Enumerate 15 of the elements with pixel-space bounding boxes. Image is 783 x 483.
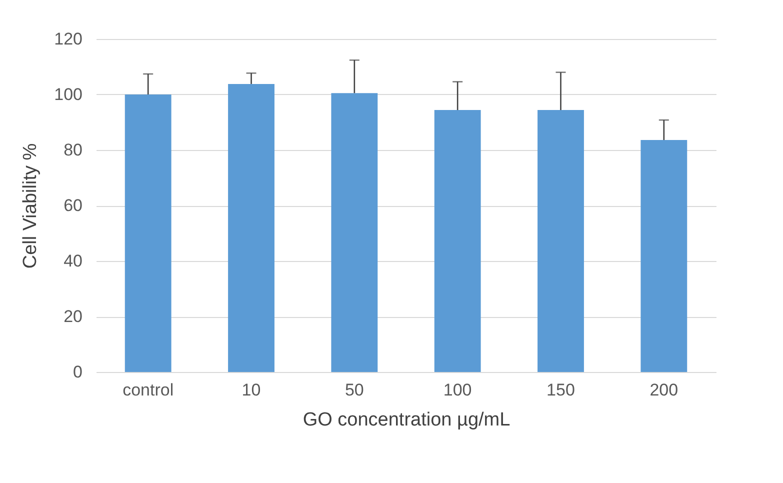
y-tick-label: 100 bbox=[54, 85, 82, 104]
y-tick-label: 20 bbox=[64, 307, 82, 326]
x-axis-title: GO concentration µg/mL bbox=[302, 410, 510, 430]
x-tick-label: 100 bbox=[443, 380, 472, 400]
x-tick-label: 200 bbox=[650, 380, 678, 400]
y-tick-label: 80 bbox=[64, 140, 82, 160]
y-tick-label: 40 bbox=[64, 252, 82, 270]
y-tick-label: 120 bbox=[54, 30, 82, 48]
x-tick-label: 10 bbox=[242, 380, 261, 400]
y-tick-label: 60 bbox=[64, 196, 82, 215]
x-tick-label: 50 bbox=[344, 380, 364, 400]
x-tick-label: 150 bbox=[546, 380, 575, 400]
y-tick-label: 0 bbox=[73, 362, 82, 382]
x-tick-label: control bbox=[122, 380, 174, 400]
y-axis-title: Cell Viability % bbox=[20, 143, 42, 269]
